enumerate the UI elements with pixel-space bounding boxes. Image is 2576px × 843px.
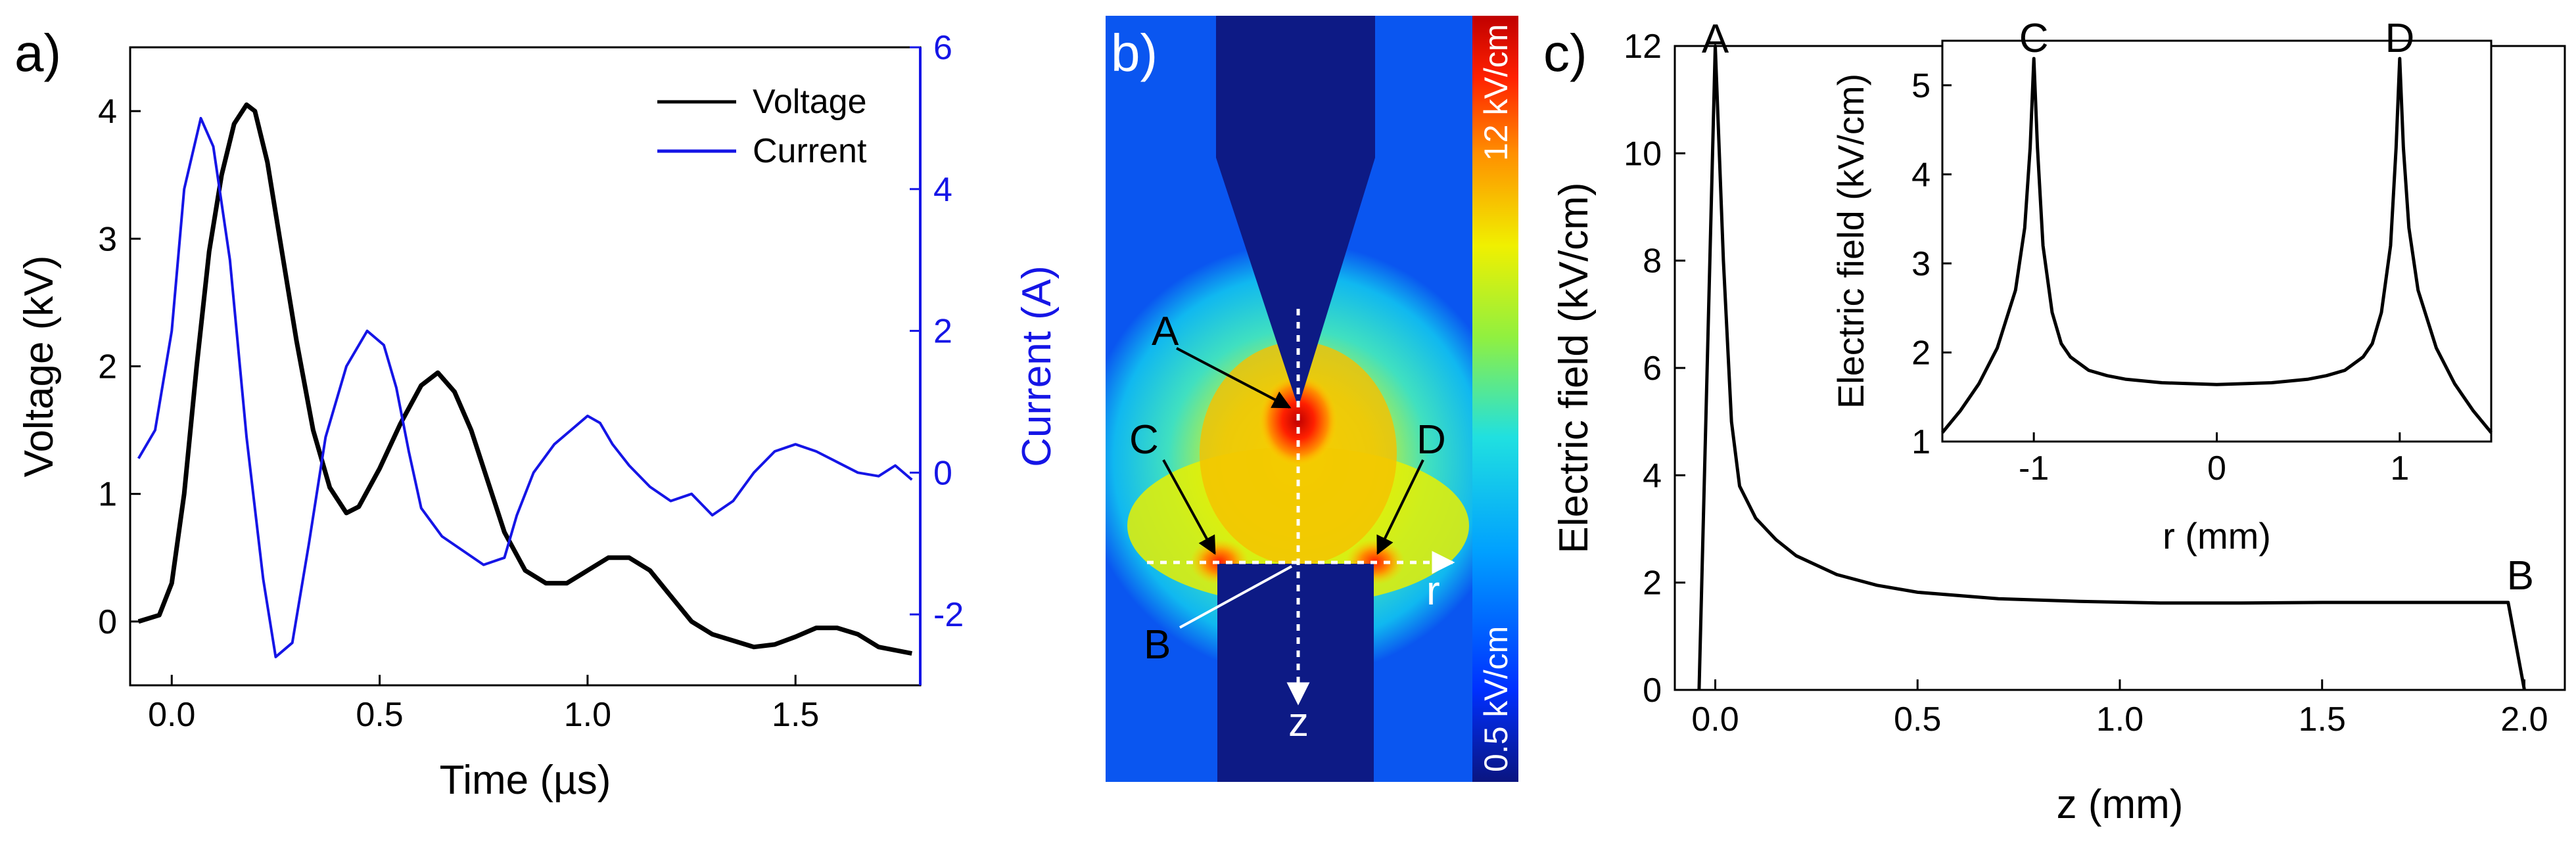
x-tick-label: 0.0 bbox=[148, 696, 195, 734]
label-a: A bbox=[1152, 309, 1179, 354]
y-tick-label: 6 bbox=[1643, 350, 1662, 388]
x-tick-label: 0.5 bbox=[356, 696, 403, 734]
arrow-a bbox=[1176, 347, 1292, 409]
z-axis-label: z bbox=[1288, 700, 1309, 745]
y-tick-label: 10 bbox=[1624, 135, 1662, 173]
panel-a: a) 0.0 0.5 1.0 1.5 0 1 2 3 4 -2 0 2 4 6 Time (µs) Volta… bbox=[14, 24, 1060, 803]
panel-c-label: c) bbox=[1543, 24, 1587, 82]
legend-current-label: Current bbox=[753, 132, 867, 170]
y-axis-title: Electric field (kV/cm) bbox=[1551, 183, 1597, 554]
y-left-tick-label: 4 bbox=[98, 93, 117, 131]
y-left-tick-label: 0 bbox=[98, 603, 117, 641]
y-tick-label: 4 bbox=[1643, 457, 1662, 495]
colorbar bbox=[1472, 16, 1518, 782]
panel-c-inset: -1 0 1 1 2 3 4 5 C Dr (mm) Electric field (kV/cm) bbox=[1830, 16, 2493, 557]
upper-electrode bbox=[1216, 16, 1375, 407]
panel-a-label: a) bbox=[14, 24, 61, 82]
colorbar-min-label: 0.5 kV/cm bbox=[1478, 626, 1514, 772]
y-left-tick-label: 1 bbox=[98, 476, 117, 514]
series-voltage-line bbox=[137, 102, 912, 656]
arrow-d bbox=[1376, 459, 1424, 555]
y-right-tick-label: -2 bbox=[933, 596, 964, 634]
panel-b: r z 12 kV/cm 0.5 kV/cm b) A C D B c) bbox=[1106, 16, 1587, 782]
x-tick-label: 1.0 bbox=[564, 696, 611, 734]
series-er-line bbox=[1941, 57, 2493, 434]
y-tick-label: 0 bbox=[1643, 672, 1662, 710]
x-tick-label: 1.5 bbox=[2299, 700, 2346, 739]
x-tick-label: 0.0 bbox=[1691, 700, 1739, 739]
peak-c-label: C bbox=[2019, 16, 2049, 61]
y-left-tick-label: 2 bbox=[98, 348, 117, 386]
y-right-tick-label: 4 bbox=[933, 171, 952, 209]
y-tick-label: 12 bbox=[1624, 28, 1662, 66]
inset-y-tick-label: 1 bbox=[1911, 423, 1931, 461]
y-right-axis-title: Current (A) bbox=[1014, 265, 1060, 467]
inset-y-tick-label: 4 bbox=[1911, 156, 1931, 194]
inset-y-axis-title: Electric field (kV/cm) bbox=[1830, 74, 1871, 409]
peak-d-label: D bbox=[2385, 16, 2414, 61]
inset-y-tick-label: 2 bbox=[1911, 334, 1931, 372]
point-b-label: B bbox=[2507, 553, 2534, 599]
inset-y-tick-label: 5 bbox=[1911, 67, 1931, 105]
y-right-tick-label: 0 bbox=[933, 454, 952, 492]
r-axis-label: r bbox=[1426, 568, 1440, 614]
series-current-line bbox=[137, 116, 913, 658]
x-axis-title: z (mm) bbox=[2057, 782, 2184, 827]
x-axis-title: Time (µs) bbox=[440, 758, 611, 803]
y-right-tick-label: 2 bbox=[933, 313, 952, 351]
label-b: B bbox=[1144, 622, 1171, 668]
inset-y-tick-label: 3 bbox=[1911, 245, 1931, 283]
label-c: C bbox=[1129, 417, 1159, 463]
y-right-tick-label: 6 bbox=[933, 29, 952, 67]
colorbar-max-label: 12 kV/cm bbox=[1478, 24, 1514, 161]
x-tick-label: 1.5 bbox=[772, 696, 819, 734]
y-tick-label: 2 bbox=[1643, 564, 1662, 603]
inset-x-tick-label: 1 bbox=[2390, 449, 2409, 488]
y-left-tick-label: 3 bbox=[98, 220, 117, 258]
inset-frame bbox=[1941, 39, 2493, 443]
inset-x-tick-label: -1 bbox=[2019, 449, 2049, 488]
panel-b-label: b) bbox=[1111, 24, 1158, 82]
x-tick-label: 1.0 bbox=[2096, 700, 2143, 739]
legend-voltage-label: Voltage bbox=[753, 83, 867, 121]
y-tick-label: 8 bbox=[1643, 242, 1662, 281]
x-tick-label: 2.0 bbox=[2500, 700, 2548, 739]
series-ez-line bbox=[1697, 44, 2526, 691]
arrow-b bbox=[1179, 565, 1292, 629]
y-left-axis-title: Voltage (kV) bbox=[16, 256, 62, 478]
inset-x-axis-title: r (mm) bbox=[2163, 515, 2271, 557]
inset-x-tick-label: 0 bbox=[2207, 449, 2226, 488]
arrow-c bbox=[1162, 459, 1216, 555]
panel-a-plot: 0.0 0.5 1.0 1.5 0 1 2 3 4 -2 0 2 4 6 Time (µs) Voltage … bbox=[16, 29, 1060, 803]
label-d: D bbox=[1417, 417, 1446, 463]
peak-a-label: A bbox=[1702, 16, 1729, 62]
x-tick-label: 0.5 bbox=[1894, 700, 1941, 739]
panel-a-legend: Voltage Current bbox=[657, 83, 867, 170]
lower-electrode bbox=[1217, 564, 1374, 782]
